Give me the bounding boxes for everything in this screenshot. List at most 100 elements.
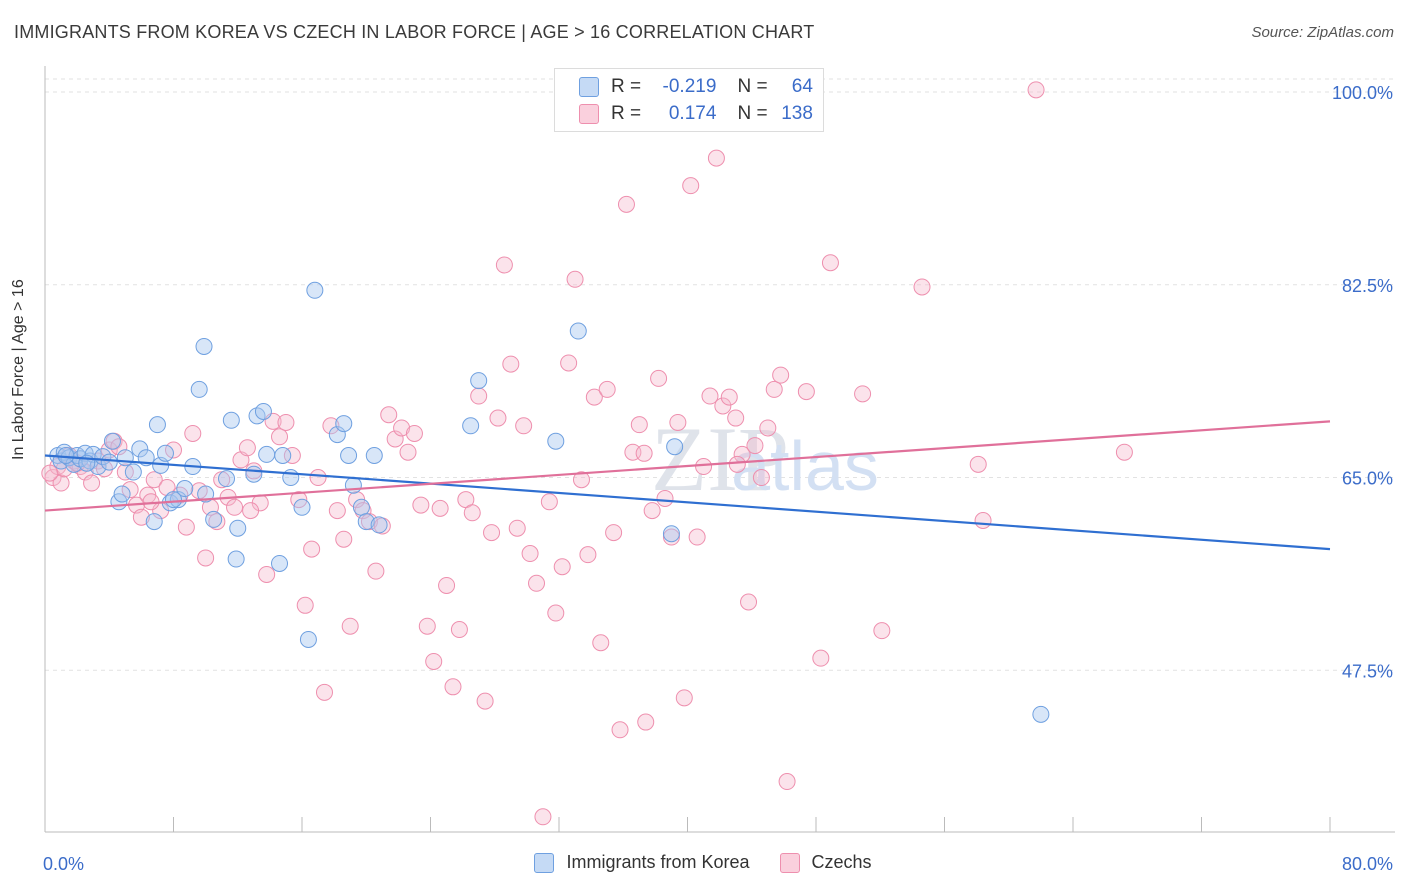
korea-point (222, 411, 240, 429)
x-tick-label-min: 0.0% (43, 854, 84, 874)
korea-point (116, 449, 134, 467)
czech-point (752, 469, 770, 487)
korea-point (103, 432, 121, 450)
czech-point (283, 447, 301, 465)
korea-legend-swatch (534, 852, 555, 873)
czech-point (335, 530, 353, 548)
legend-item-korea[interactable]: Immigrants from Korea (534, 852, 750, 873)
czech-point (772, 366, 790, 384)
korea-point (299, 630, 317, 648)
czech-point (380, 406, 398, 424)
czech-point (41, 464, 59, 482)
czech-point (238, 439, 256, 457)
czech-point (405, 424, 423, 442)
korea-trend-line (44, 454, 1331, 551)
czech-point (675, 689, 693, 707)
czech-point (1027, 81, 1045, 99)
korea-point (218, 470, 236, 488)
korea-point (258, 445, 276, 463)
czech-point (303, 540, 321, 558)
czech-point (650, 369, 668, 387)
legend-item-czech[interactable]: Czechs (779, 852, 872, 873)
r-value: -0.219 (662, 76, 717, 97)
korea-point (462, 417, 480, 435)
korea-point (227, 550, 245, 568)
czech-point (1115, 443, 1133, 461)
czech-point (547, 604, 565, 622)
korea-point (569, 322, 587, 340)
czech-point (470, 387, 488, 405)
korea-point (176, 480, 194, 498)
korea-point (274, 447, 292, 465)
korea-point (195, 337, 213, 355)
czech-point (444, 678, 462, 696)
czech-point (438, 576, 456, 594)
n-label: N = (737, 103, 768, 124)
n-label: N = (737, 76, 768, 97)
czech-points (41, 81, 1133, 826)
czech-point (695, 458, 713, 476)
czech-point (682, 177, 700, 195)
czech-point (746, 437, 764, 455)
korea-point (57, 447, 75, 465)
czech-point (242, 502, 260, 520)
czech-point (83, 474, 101, 492)
korea-point (340, 447, 358, 465)
r-label: R = (611, 76, 642, 97)
czech-point (309, 469, 327, 487)
czech-point (560, 354, 578, 372)
czech-point (367, 562, 385, 580)
czech-point (611, 721, 629, 739)
korea-point (662, 525, 680, 543)
watermark-zip: ZIP (651, 408, 789, 510)
czech-point (727, 409, 745, 427)
czech-point (208, 513, 226, 531)
czech-point (566, 270, 584, 288)
czech-point (740, 593, 758, 611)
korea-point (666, 438, 684, 456)
czech-point (521, 545, 539, 563)
series-legend: Immigrants from Korea Czechs (0, 852, 1406, 873)
czech-point (450, 621, 468, 639)
czech-point (579, 546, 597, 564)
korea-point (352, 498, 370, 516)
czech-point (913, 278, 931, 296)
stats-row-korea: R = -0.219 N = 64 (579, 75, 813, 99)
x-tick-label-max: 80.0% (1342, 854, 1393, 874)
czech-point (495, 256, 513, 274)
czech-point (322, 417, 340, 435)
y-tick-label: 65.0% (1342, 469, 1393, 489)
czech-point (483, 524, 501, 542)
korea-point (370, 516, 388, 534)
korea-point (470, 372, 488, 390)
czech-swatch (579, 104, 599, 124)
czech-point (296, 596, 314, 614)
korea-point (328, 426, 346, 444)
czech-legend-swatch (779, 852, 800, 873)
czech-point (605, 524, 623, 542)
czech-point (617, 195, 635, 213)
y-tick-label: 100.0% (1332, 83, 1393, 103)
czech-point (184, 424, 202, 442)
czech-point (315, 683, 333, 701)
czech-point (553, 558, 571, 576)
czech-point (714, 397, 732, 415)
czech-point (145, 471, 163, 489)
chart-title: IMMIGRANTS FROM KOREA VS CZECH IN LABOR … (14, 22, 815, 42)
czech-point (100, 441, 118, 459)
czech-point (515, 417, 533, 435)
korea-point (148, 416, 166, 434)
czech-point (598, 380, 616, 398)
korea-point (190, 380, 208, 398)
czech-point (425, 652, 443, 670)
grid-lines (45, 78, 1395, 671)
czech-trend-line (44, 420, 1331, 512)
y-axis-label: In Labor Force | Age > 16 (10, 279, 27, 460)
czech-point (637, 713, 655, 731)
czech-point (489, 409, 507, 427)
czech-point (656, 489, 674, 507)
czech-point (643, 502, 661, 520)
czech-point (635, 444, 653, 462)
czech-point (974, 511, 992, 529)
czech-point (418, 617, 436, 635)
